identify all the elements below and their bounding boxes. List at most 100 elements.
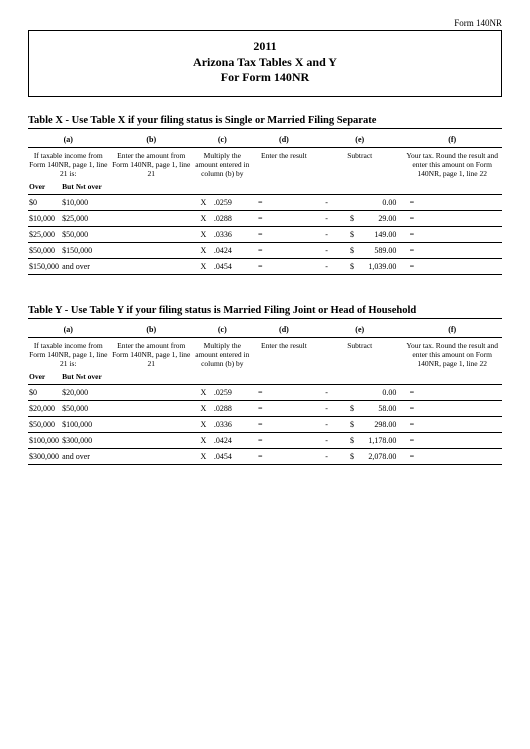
cell-feq: = (402, 384, 421, 400)
cell-x: X (194, 448, 213, 464)
cell-d (270, 194, 317, 210)
cell-d (270, 384, 317, 400)
cell-rate: .0424 (213, 432, 251, 448)
cell-over: $10,000 (28, 210, 61, 226)
cell-x: X (194, 432, 213, 448)
cell-subtract: 29.00 (355, 210, 402, 226)
cell-eq: = (251, 448, 270, 464)
cell-eq: = (251, 194, 270, 210)
cell-dollar: $ (336, 226, 355, 242)
cell-b (109, 258, 194, 274)
table-row: $0$10,000X.0259=-0.00= (28, 194, 502, 210)
title-box: 2011 Arizona Tax Tables X and Y For Form… (28, 30, 502, 97)
cell-feq: = (402, 210, 421, 226)
cell-over: $150,000 (28, 258, 61, 274)
cell-minus: - (317, 258, 336, 274)
cell-b (109, 242, 194, 258)
form-label: Form 140NR (28, 18, 502, 28)
cell-minus: - (317, 226, 336, 242)
cell-eq: = (251, 416, 270, 432)
cell-b (109, 448, 194, 464)
cell-notover: $100,000 (61, 416, 108, 432)
tax-table-1: (a)(b)(c)(d)(e)(f)If taxable income from… (28, 323, 502, 465)
cell-d (270, 242, 317, 258)
table-row: $0$20,000X.0259=-0.00= (28, 384, 502, 400)
col-header-a: (a) (28, 323, 109, 338)
col-header-d: (d) (251, 133, 317, 148)
col-desc-e: Subtract (317, 147, 402, 181)
cell-eq: = (251, 210, 270, 226)
cell-minus: - (317, 448, 336, 464)
cell-over: $25,000 (28, 226, 61, 242)
cell-eq: = (251, 384, 270, 400)
col-desc-a: If taxable income from Form 140NR, page … (28, 147, 109, 181)
cell-dollar (336, 384, 355, 400)
cell-f (421, 400, 502, 416)
cell-x: X (194, 210, 213, 226)
cell-b (109, 416, 194, 432)
cell-notover: $20,000 (61, 384, 108, 400)
cell-minus: - (317, 210, 336, 226)
cell-rate: .0259 (213, 194, 251, 210)
table-row: $20,000$50,000X.0288=-$58.00= (28, 400, 502, 416)
col-desc-b: Enter the amount from Form 140NR, page 1… (109, 337, 194, 371)
cell-minus: - (317, 416, 336, 432)
cell-d (270, 416, 317, 432)
cell-d (270, 226, 317, 242)
cell-x: X (194, 384, 213, 400)
cell-rate: .0336 (213, 226, 251, 242)
cell-x: X (194, 226, 213, 242)
cell-notover: $50,000 (61, 400, 108, 416)
cell-subtract: 1,039.00 (355, 258, 402, 274)
col-desc-d: Enter the result (251, 337, 317, 371)
cell-d (270, 448, 317, 464)
cell-x: X (194, 416, 213, 432)
cell-dollar: $ (336, 242, 355, 258)
cell-over: $0 (28, 384, 61, 400)
cell-subtract: 298.00 (355, 416, 402, 432)
col-header-c: (c) (194, 323, 251, 338)
cell-b (109, 432, 194, 448)
cell-x: X (194, 194, 213, 210)
cell-notover: $10,000 (61, 194, 108, 210)
cell-feq: = (402, 226, 421, 242)
cell-over: $300,000 (28, 448, 61, 464)
cell-rate: .0454 (213, 258, 251, 274)
cell-rate: .0454 (213, 448, 251, 464)
cell-feq: = (402, 416, 421, 432)
table-row: $50,000$150,000X.0424=-$589.00= (28, 242, 502, 258)
cell-rate: .0336 (213, 416, 251, 432)
cell-x: X (194, 400, 213, 416)
sub-butnot: But №t over (61, 181, 108, 195)
cell-subtract: 149.00 (355, 226, 402, 242)
sub-over: Over (28, 181, 61, 195)
cell-subtract: 58.00 (355, 400, 402, 416)
col-desc-d: Enter the result (251, 147, 317, 181)
table-row: $300,000and overX.0454=-$2,078.00= (28, 448, 502, 464)
document-page: Form 140NR 2011 Arizona Tax Tables X and… (0, 0, 530, 749)
cell-subtract: 1,178.00 (355, 432, 402, 448)
col-desc-e: Subtract (317, 337, 402, 371)
cell-subtract: 0.00 (355, 384, 402, 400)
cell-minus: - (317, 432, 336, 448)
cell-subtract: 0.00 (355, 194, 402, 210)
col-header-c: (c) (194, 133, 251, 148)
cell-d (270, 400, 317, 416)
tax-table-0: (a)(b)(c)(d)(e)(f)If taxable income from… (28, 133, 502, 275)
table-caption: Table X - Use Table X if your filing sta… (28, 115, 502, 129)
cell-notover: and over (61, 258, 108, 274)
cell-dollar: $ (336, 416, 355, 432)
cell-subtract: 2,078.00 (355, 448, 402, 464)
sub-over: Over (28, 371, 61, 385)
cell-eq: = (251, 242, 270, 258)
table-row: $25,000$50,000X.0336=-$149.00= (28, 226, 502, 242)
cell-feq: = (402, 194, 421, 210)
cell-notover: and over (61, 448, 108, 464)
cell-feq: = (402, 448, 421, 464)
col-desc-c: Multiply the amount entered in column (b… (194, 147, 251, 181)
cell-dollar: $ (336, 432, 355, 448)
title-line2: Arizona Tax Tables X and Y (29, 55, 501, 71)
cell-over: $50,000 (28, 416, 61, 432)
table-row: $50,000$100,000X.0336=-$298.00= (28, 416, 502, 432)
cell-f (421, 194, 502, 210)
